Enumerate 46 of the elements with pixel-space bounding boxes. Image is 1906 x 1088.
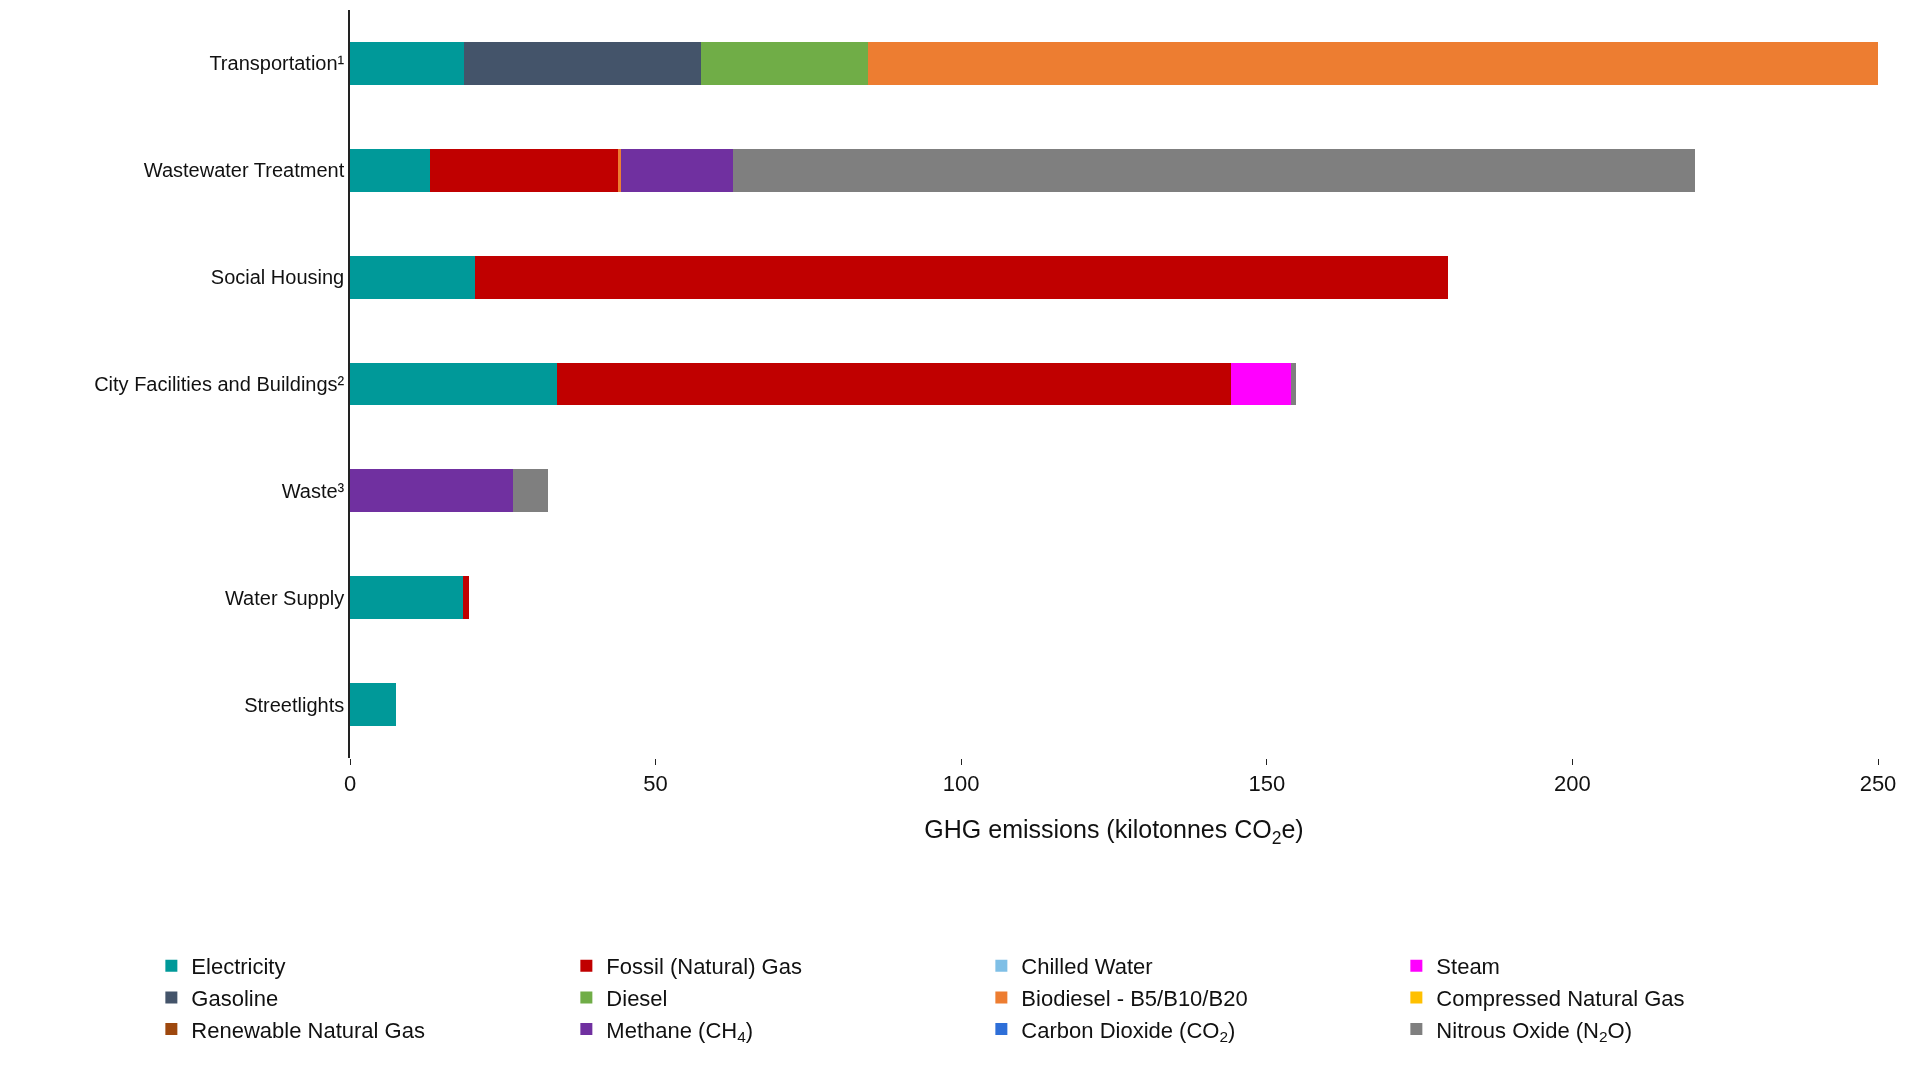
x-tick-label: 100 <box>942 771 980 797</box>
bar <box>350 255 476 299</box>
y-tick-label: Wastewater Treatment <box>143 159 345 182</box>
legend-label: Electricity <box>191 954 286 980</box>
x-axis-title: GHG emissions (kilotonnes CO$_{2}$e) <box>924 815 1304 848</box>
bar <box>556 362 1232 406</box>
legend-label: Steam <box>1436 954 1500 980</box>
legend-label: Biodiesel - B5/B10/B20 <box>1021 985 1248 1011</box>
legend-label: Compressed Natural Gas <box>1436 985 1685 1011</box>
bar <box>618 148 621 192</box>
legend-label: Fossil (Natural) Gas <box>606 954 802 980</box>
bar <box>350 42 465 85</box>
x-tick-label: 250 <box>1859 771 1897 797</box>
bar <box>1231 362 1291 406</box>
legend-label: Carbon Dioxide (CO$_{2}$) <box>1021 1017 1236 1046</box>
bar <box>1290 362 1296 406</box>
bar <box>732 148 1695 192</box>
legend-label: Methane (CH$_{4}$) <box>606 1017 754 1046</box>
legend-label: Chilled Water <box>1021 954 1153 980</box>
bar <box>475 255 1448 299</box>
bar <box>350 148 431 192</box>
x-tick-label: 0 <box>343 771 357 797</box>
bar <box>463 576 470 620</box>
bar <box>350 683 397 726</box>
x-tick-label: 50 <box>643 771 668 797</box>
y-tick-label: Social Housing <box>210 266 345 289</box>
y-tick-label: Waste³ <box>281 479 345 502</box>
y-tick-label: City Facilities and Buildings² <box>94 373 345 395</box>
bar <box>350 362 557 406</box>
bar <box>701 42 868 85</box>
bar <box>350 576 464 620</box>
legend-label: Diesel <box>606 985 668 1011</box>
bar <box>513 469 549 513</box>
y-tick-label: Water Supply <box>224 586 345 609</box>
bar <box>464 42 702 85</box>
bar <box>620 148 733 192</box>
x-tick-label: 150 <box>1248 771 1286 797</box>
bar <box>350 469 514 513</box>
x-tick-label: 200 <box>1554 771 1591 797</box>
bar <box>430 148 619 192</box>
legend-label: Gasoline <box>191 985 279 1011</box>
y-tick-label: Transportation¹ <box>209 52 345 75</box>
legend-label: Nitrous Oxide (N$_{2}$O) <box>1436 1017 1632 1046</box>
bar <box>867 42 1878 85</box>
y-tick-label: Streetlights <box>244 693 345 716</box>
legend-label: Renewable Natural Gas <box>191 1017 425 1043</box>
